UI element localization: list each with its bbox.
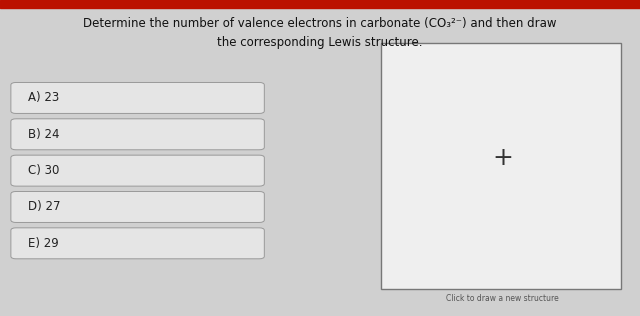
FancyBboxPatch shape	[11, 228, 264, 259]
Text: B) 24: B) 24	[28, 128, 59, 141]
Text: the corresponding Lewis structure.: the corresponding Lewis structure.	[217, 36, 423, 49]
FancyBboxPatch shape	[11, 155, 264, 186]
Text: D) 27: D) 27	[28, 200, 60, 214]
Text: C) 30: C) 30	[28, 164, 59, 177]
FancyBboxPatch shape	[11, 191, 264, 222]
FancyBboxPatch shape	[11, 119, 264, 150]
Text: Click to draw a new structure: Click to draw a new structure	[446, 294, 559, 303]
Text: Determine the number of valence electrons in carbonate (CO₃²⁻) and then draw: Determine the number of valence electron…	[83, 17, 557, 30]
FancyBboxPatch shape	[11, 82, 264, 113]
Bar	[0, 0, 640, 8]
Bar	[381, 43, 621, 289]
Text: E) 29: E) 29	[28, 237, 58, 250]
Text: A) 23: A) 23	[28, 91, 59, 105]
Text: +: +	[492, 146, 513, 170]
